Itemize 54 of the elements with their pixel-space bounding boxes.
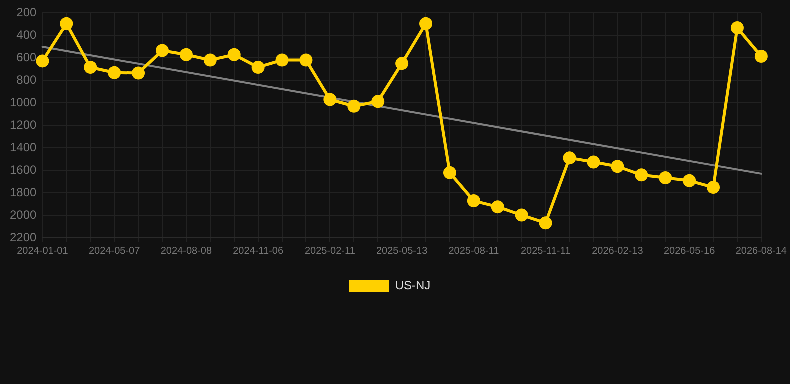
- point: [515, 208, 528, 222]
- point: [180, 48, 193, 62]
- point: [754, 50, 768, 63]
- point: [228, 48, 241, 62]
- x-tick-label: 2026-05-16: [664, 246, 716, 257]
- x-tick-label: 2025-11-11: [520, 246, 572, 257]
- y-tick-label: 800: [16, 72, 38, 87]
- y-tick-label: 1400: [10, 140, 38, 154]
- x-tick-label: 2025-08-11: [448, 246, 500, 257]
- point: [60, 17, 74, 30]
- point: [84, 60, 98, 74]
- x-tick-label: 2024-05-07: [88, 246, 141, 257]
- point: [467, 194, 480, 208]
- point: [443, 166, 456, 180]
- point: [324, 93, 337, 106]
- y-tick-label: 200: [16, 6, 38, 20]
- x-tick-label: 2024-08-08: [160, 246, 212, 257]
- point: [683, 174, 696, 188]
- point: [611, 160, 624, 174]
- x-tick-label: 2024-01-01: [17, 246, 69, 257]
- legend-label: US-NJ: [395, 278, 431, 292]
- point: [420, 17, 433, 30]
- point: [635, 168, 648, 182]
- y-tick-label: 1000: [10, 95, 38, 110]
- point: [36, 54, 50, 68]
- point: [659, 171, 672, 184]
- point: [252, 60, 265, 74]
- point: [156, 44, 169, 58]
- x-tick-label: 2025-02-11: [304, 246, 356, 257]
- x-tick-label: 2024-11-06: [233, 246, 284, 257]
- y-tick-label: 2200: [10, 230, 38, 244]
- point: [300, 54, 313, 67]
- point: [108, 66, 122, 80]
- y-tick-label: 2000: [10, 208, 38, 222]
- y-tick-label: 1600: [10, 162, 38, 177]
- y-tick-label: 1200: [10, 118, 38, 132]
- point: [132, 66, 146, 80]
- point: [348, 100, 361, 113]
- y-tick-label: 400: [16, 28, 38, 42]
- point: [707, 181, 720, 194]
- point: [563, 152, 576, 165]
- point: [491, 200, 504, 214]
- x-tick-label: 2025-05-13: [376, 246, 428, 257]
- point: [730, 22, 744, 35]
- point: [204, 54, 217, 67]
- point: [372, 95, 385, 108]
- point: [587, 156, 600, 169]
- x-tick-label: 2026-02-13: [592, 246, 644, 257]
- point: [396, 57, 409, 70]
- x-tick-label: 2026-08-14: [736, 246, 788, 257]
- y-tick-label: 1800: [10, 185, 38, 200]
- y-tick-label: 600: [16, 50, 38, 64]
- point: [539, 216, 552, 230]
- point: [276, 54, 289, 67]
